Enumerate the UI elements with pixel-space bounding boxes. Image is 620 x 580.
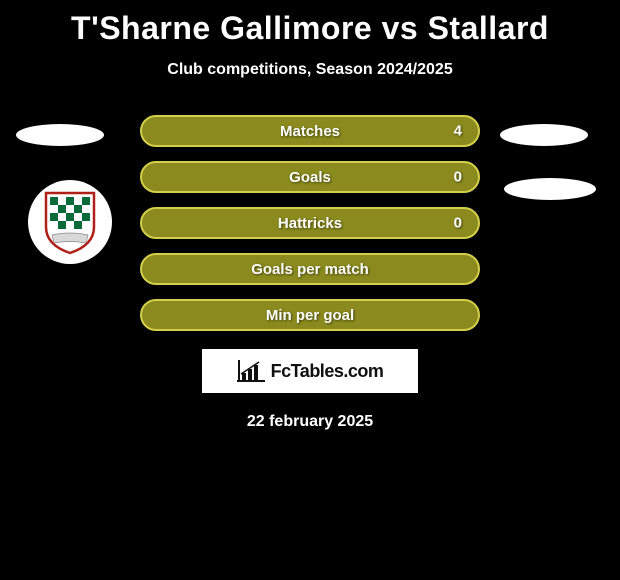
decorative-ellipse (16, 124, 104, 146)
stat-row-min-per-goal: Min per goal (140, 299, 480, 331)
club-crest (28, 180, 112, 264)
fctables-logo-text: FcTables.com (271, 361, 384, 382)
stat-label: Hattricks (278, 215, 342, 232)
stat-label: Goals per match (251, 261, 369, 278)
stat-label: Matches (280, 123, 340, 140)
stat-value: 0 (454, 215, 462, 232)
stat-row-goals: Goals 0 (140, 161, 480, 193)
shield-icon (42, 189, 98, 255)
decorative-ellipse (500, 124, 588, 146)
fctables-logo-box: FcTables.com (202, 349, 418, 393)
stat-label: Min per goal (266, 307, 354, 324)
decorative-ellipse (504, 178, 596, 200)
bar-chart-icon (237, 360, 265, 382)
page-title: T'Sharne Gallimore vs Stallard (0, 0, 620, 47)
stat-label: Goals (289, 169, 331, 186)
stat-row-matches: Matches 4 (140, 115, 480, 147)
stat-row-goals-per-match: Goals per match (140, 253, 480, 285)
stat-value: 0 (454, 169, 462, 186)
date-text: 22 february 2025 (0, 413, 620, 431)
stat-value: 4 (454, 123, 462, 140)
stat-row-hattricks: Hattricks 0 (140, 207, 480, 239)
subtitle: Club competitions, Season 2024/2025 (0, 61, 620, 79)
